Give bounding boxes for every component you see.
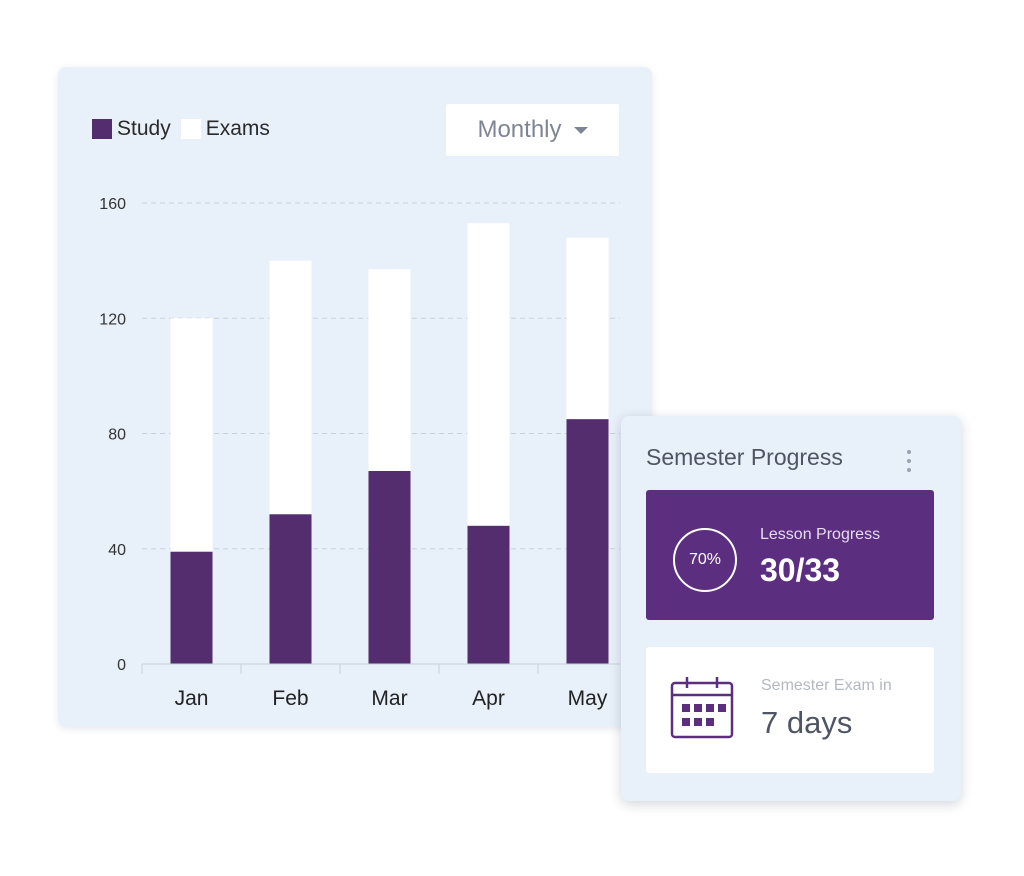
calendar-icon [670, 677, 734, 739]
bar-study-jan [170, 551, 213, 664]
y-tick-label-40: 40 [108, 542, 126, 559]
bar-study-feb [269, 514, 312, 664]
semester-progress-card: Semester Progress 70% Lesson Progress 30… [621, 416, 961, 801]
period-dropdown-value: Monthly [477, 116, 562, 143]
more-options-icon[interactable] [903, 450, 915, 472]
period-dropdown[interactable]: Monthly [446, 104, 619, 156]
lesson-percent: 70% [688, 551, 722, 568]
lesson-progress-label: Lesson Progress [760, 526, 881, 543]
x-tick-label-apr: Apr [472, 687, 505, 710]
caret-down-icon [573, 126, 588, 134]
bar-exams-jan [170, 318, 213, 552]
semester-exam-value: 7 days [761, 705, 853, 740]
lesson-progress-box: 70% Lesson Progress 30/33 [646, 490, 934, 620]
legend-item-exams: Exams [180, 117, 270, 141]
semester-progress-title: Semester Progress [646, 444, 843, 470]
x-tick-label-mar: Mar [371, 687, 407, 710]
bar-exams-may [566, 237, 609, 420]
semester-exam-label: Semester Exam in [761, 677, 892, 694]
chart-legend: Study Exams [92, 117, 280, 141]
y-tick-label-80: 80 [108, 427, 126, 444]
chart-card: 0 40 80 120 160 Jan Feb Mar Apr May Study Exams M… [58, 67, 652, 727]
progress-ring-icon: 70% [673, 528, 737, 592]
y-tick-label-0: 0 [117, 657, 126, 674]
y-tick-label-120: 120 [99, 311, 126, 328]
bar-exams-mar [368, 269, 411, 471]
bar-study-mar [368, 470, 411, 664]
x-tick-label-may: May [568, 687, 608, 710]
legend-label-exams: Exams [205, 117, 270, 140]
semester-exam-box: Semester Exam in 7 days [646, 647, 934, 773]
x-tick-label-jan: Jan [175, 687, 209, 710]
bar-chart: 0 40 80 120 160 Jan Feb Mar Apr May [99, 196, 620, 710]
x-tick-label-feb: Feb [272, 687, 308, 710]
legend-item-study: Study [92, 117, 171, 141]
y-tick-label-160: 160 [99, 196, 126, 213]
bar-study-apr [467, 525, 510, 664]
legend-label-study: Study [117, 117, 171, 140]
bar-exams-feb [269, 260, 312, 515]
bar-study-may [566, 419, 609, 664]
legend-swatch-exams [180, 119, 201, 139]
legend-swatch-study [92, 119, 112, 139]
bar-exams-apr [467, 223, 510, 526]
lesson-progress-value: 30/33 [760, 552, 841, 588]
